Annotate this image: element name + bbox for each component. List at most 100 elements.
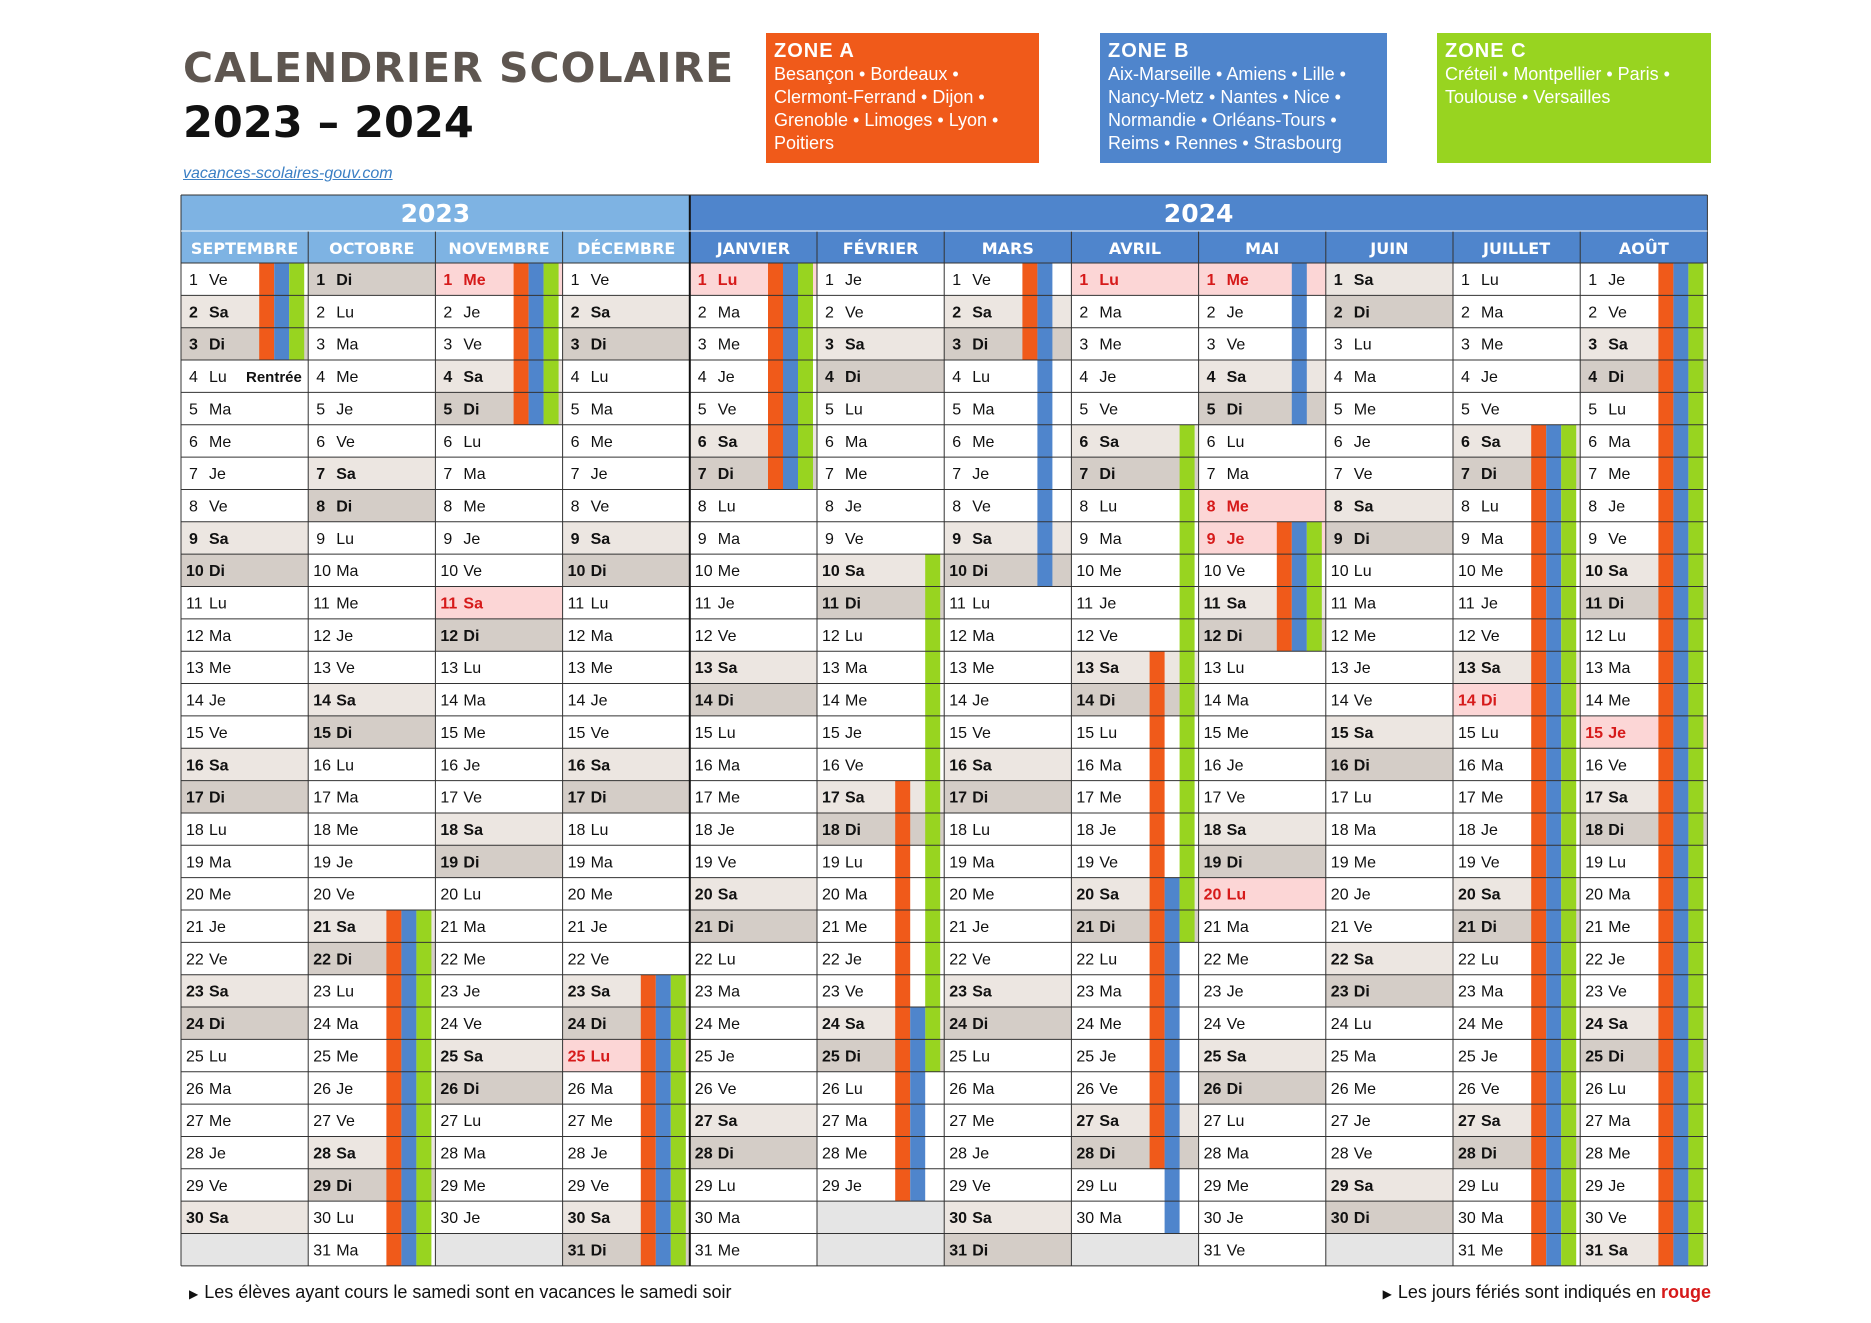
weekday-label: Je (845, 951, 862, 968)
empty-cell (817, 1201, 945, 1234)
weekday-label: Di (972, 337, 988, 354)
day-cell (435, 845, 563, 878)
weekday-label: Lu (1481, 1178, 1499, 1195)
day-cell (689, 1039, 817, 1072)
weekday-label: Me (718, 563, 740, 580)
day-cell (817, 618, 945, 652)
day-number: 13 (1076, 660, 1094, 677)
day-number: 19 (1076, 854, 1094, 871)
day-cell (562, 877, 690, 910)
day-cell (562, 295, 690, 328)
day-cell (308, 877, 436, 910)
day-cell (181, 1104, 309, 1137)
day-cell (817, 457, 945, 490)
day-number: 17 (822, 790, 840, 807)
day-number: 23 (1585, 984, 1603, 1001)
day-cell (435, 554, 563, 587)
weekday-label: Me (591, 1113, 613, 1130)
day-number: 29 (186, 1178, 204, 1195)
weekday-label: Ve (1608, 304, 1627, 321)
weekday-label: Ma (718, 531, 740, 548)
weekday-label: Lu (463, 1113, 481, 1130)
day-number: 27 (186, 1113, 204, 1130)
weekday-label: Je (845, 498, 862, 515)
weekday-label: Je (336, 628, 353, 645)
day-cell (1071, 586, 1199, 619)
day-number: 20 (440, 887, 458, 904)
day-number: 19 (313, 854, 331, 871)
day-number: 8 (825, 498, 834, 515)
weekday-label: Me (718, 1243, 740, 1260)
weekday-label: Je (209, 919, 226, 936)
weekday-label: Lu (718, 1178, 736, 1195)
day-number: 25 (440, 1048, 458, 1065)
day-cell (1198, 877, 1326, 910)
day-cell (181, 521, 309, 555)
weekday-label: Sa (972, 984, 992, 1001)
day-number: 10 (1585, 563, 1603, 580)
day-cell (181, 360, 309, 393)
weekday-label: Ve (845, 757, 864, 774)
weekday-label: Je (845, 1178, 862, 1195)
day-number: 5 (189, 401, 198, 418)
day-cell (689, 554, 817, 587)
weekday-label: Lu (1227, 434, 1245, 451)
weekday-label: Lu (1099, 498, 1117, 515)
weekday-label: Sa (209, 757, 229, 774)
day-number: 16 (1585, 757, 1603, 774)
day-number: 10 (1076, 563, 1094, 580)
weekday-label: Ve (209, 951, 228, 968)
day-number: 2 (571, 304, 580, 321)
day-number: 14 (568, 693, 586, 710)
day-number: 11 (949, 596, 966, 613)
weekday-label: Je (1481, 369, 1498, 386)
day-cell (308, 651, 436, 684)
weekday-label: Lu (209, 1048, 227, 1065)
weekday-label: Je (463, 984, 480, 1001)
day-cell (817, 877, 945, 910)
day-number: 21 (822, 919, 840, 936)
website-link[interactable]: vacances-scolaires-gouv.com (183, 165, 393, 182)
weekday-label: Je (1227, 304, 1244, 321)
weekday-label: Ma (1608, 1113, 1630, 1130)
day-number: 2 (1207, 304, 1216, 321)
day-number: 12 (822, 628, 840, 645)
day-number: 7 (1588, 466, 1597, 483)
day-number: 20 (822, 887, 840, 904)
day-cell (944, 1039, 1072, 1072)
day-cell (562, 360, 690, 393)
day-number: 6 (189, 434, 198, 451)
day-number: 17 (186, 790, 204, 807)
day-cell (181, 457, 309, 490)
day-number: 27 (1076, 1113, 1094, 1130)
weekday-label: Ma (972, 1081, 994, 1098)
day-number: 1 (1588, 272, 1597, 289)
day-cell (1071, 392, 1199, 425)
day-number: 29 (822, 1178, 840, 1195)
zone-a-cities: Besançon • Bordeaux • Clermont-Ferrand •… (774, 64, 999, 153)
weekday-label: Lu (209, 596, 227, 613)
weekday-label: Sa (845, 563, 865, 580)
day-number: 15 (1585, 725, 1603, 742)
weekday-label: Me (1099, 563, 1121, 580)
weekday-label: Me (1099, 337, 1121, 354)
day-number: 16 (1076, 757, 1094, 774)
day-cell (1198, 651, 1326, 684)
zone-b-legend: ZONE B Aix-Marseille • Amiens • Lille • … (1100, 33, 1387, 163)
day-cell (1325, 586, 1453, 619)
day-cell (181, 1168, 309, 1202)
day-number: 1 (1461, 272, 1470, 289)
day-number: 12 (1331, 628, 1349, 645)
weekday-label: Me (1227, 272, 1249, 289)
day-number: 18 (949, 822, 967, 839)
day-number: 25 (1458, 1048, 1476, 1065)
day-cell (1325, 974, 1453, 1008)
weekday-label: Ve (1099, 1081, 1118, 1098)
weekday-label: Di (845, 1048, 861, 1065)
empty-cell (1071, 1233, 1199, 1266)
day-number: 18 (1331, 822, 1349, 839)
day-cell (181, 683, 309, 716)
day-cell (1198, 683, 1326, 716)
day-cell (817, 974, 945, 1008)
weekday-label: Ma (1481, 984, 1503, 1001)
